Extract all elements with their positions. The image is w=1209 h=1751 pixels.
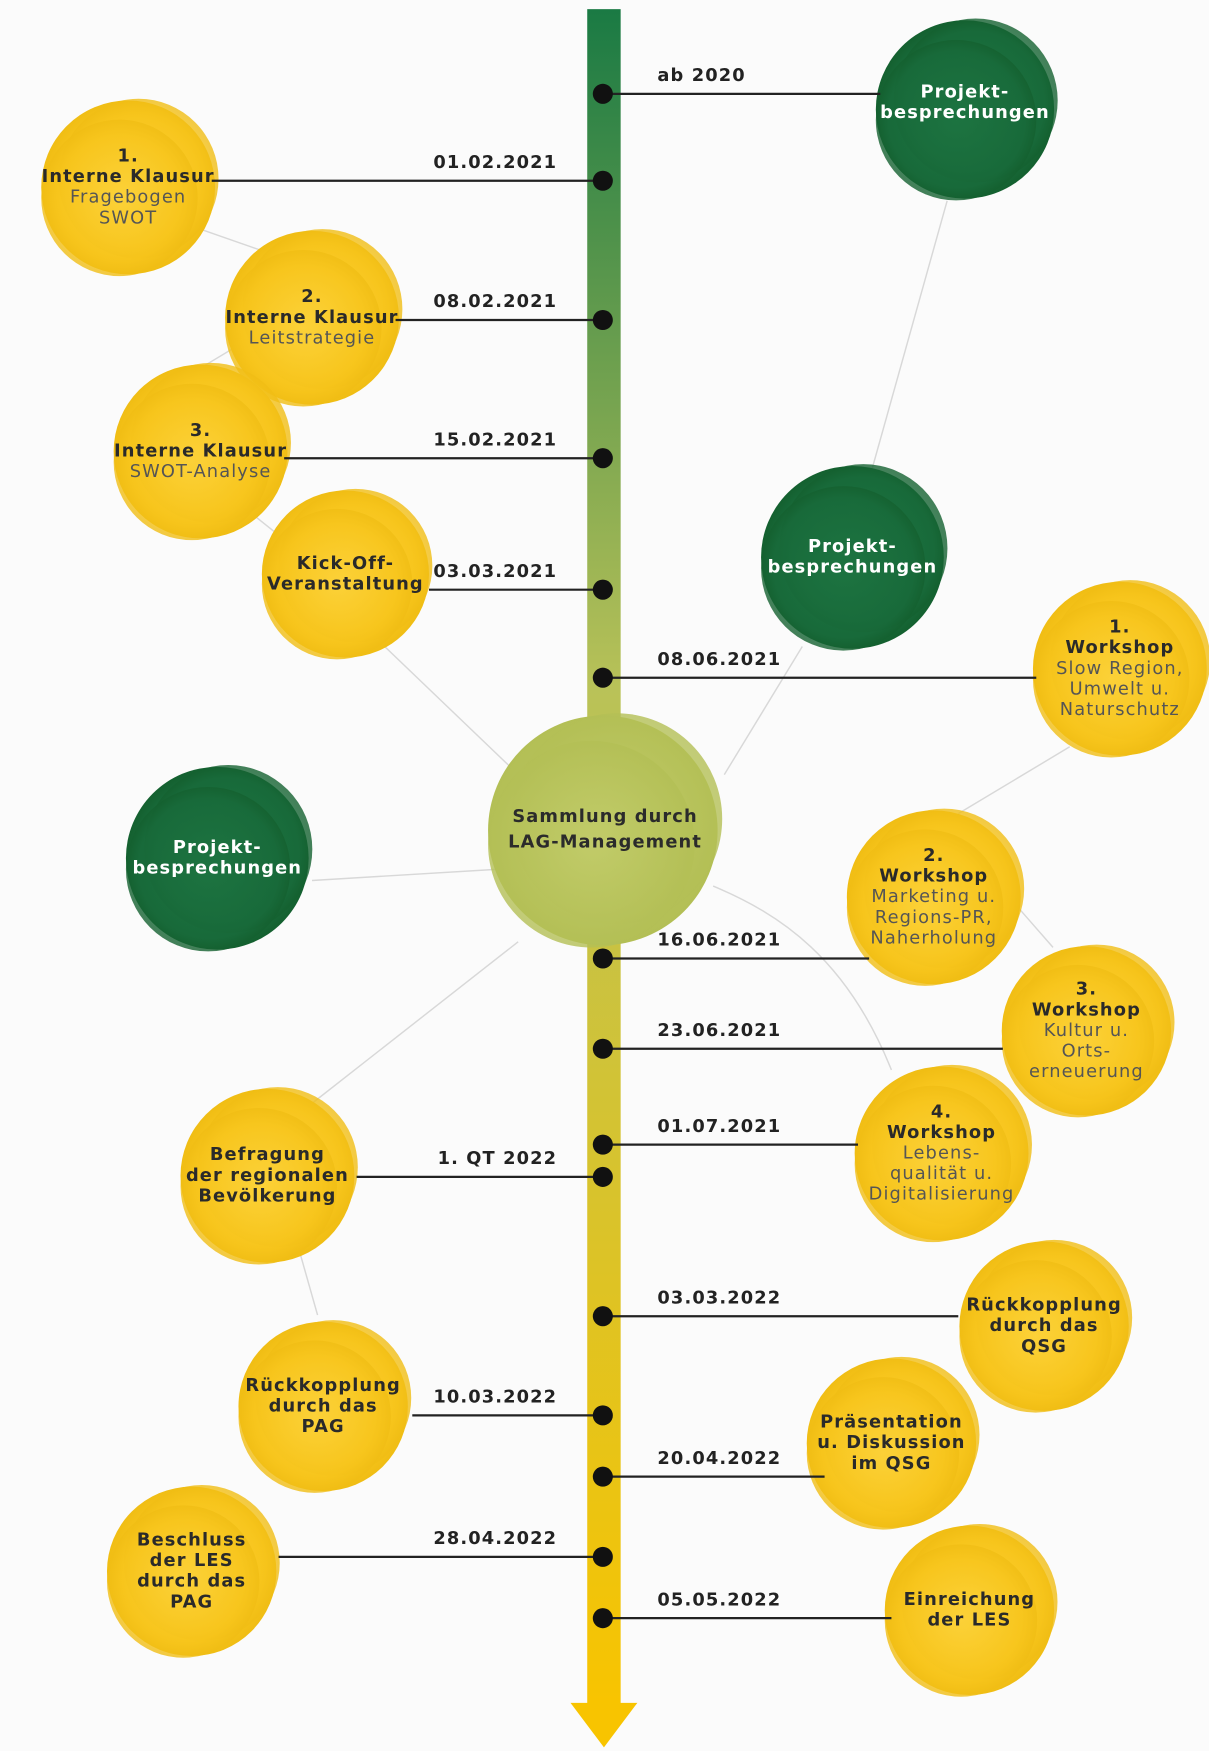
event-dot [593,1547,613,1567]
event-dot [593,84,613,104]
node-title: besprechungen [880,102,1050,123]
node-title: u. Diskussion [817,1432,965,1453]
node-detail: Marketing u. [871,886,996,907]
node-detail: qualität u. [890,1163,993,1184]
node-title: Projekt- [808,536,897,557]
event-date: 23.06.2021 [657,1020,781,1041]
node-title: 2. [301,286,322,307]
node-title: Projekt- [921,81,1010,102]
node-detail: Kultur u. [1044,1020,1129,1041]
node-title: Veranstaltung [267,573,424,594]
node-title: Interne Klausur [42,166,215,187]
node-title: Workshop [1065,637,1174,658]
event-date: 01.02.2021 [433,152,557,173]
node-detail: Slow Region, [1056,658,1183,679]
event-dot [593,1467,613,1487]
node-title: Interne Klausur [225,307,398,328]
node-title: Bevölkerung [198,1185,336,1206]
node-title: Befragung [210,1144,325,1165]
node-title: 4. [931,1101,952,1122]
event-dot [593,1608,613,1628]
event-date: 03.03.2021 [433,561,557,582]
center-label: LAG-Management [508,832,702,853]
node-title: Interne Klausur [114,441,287,462]
node-detail: Lebens- [903,1143,981,1164]
node-title: 2. [923,845,944,866]
event-date: 08.06.2021 [657,649,781,670]
event-dot [593,1135,613,1155]
event-dot [593,1167,613,1187]
node-title: durch das [269,1395,378,1416]
center-label: Sammlung durch [512,806,697,827]
node-title: PAG [170,1591,213,1612]
event-dot [593,668,613,688]
node-detail: Digitalisierung [869,1184,1015,1205]
node-title: Kick-Off- [297,553,394,574]
node-title: Beschluss [137,1529,247,1550]
event-date: 20.04.2022 [657,1448,781,1469]
event-date: 10.03.2022 [433,1387,557,1408]
timeline-arrow [571,1703,638,1748]
node-title: 3. [1076,979,1097,1000]
node-detail: Umwelt u. [1070,678,1171,699]
node-detail: Orts- [1062,1041,1112,1062]
node-detail: Fragebogen [70,187,186,208]
node-title: 3. [190,420,211,441]
node-title: Workshop [879,866,988,887]
node-title: 1. [117,146,138,167]
event-dot [593,948,613,968]
node-title: Einreichung [904,1589,1036,1610]
node-title: QSG [1021,1336,1067,1357]
event-date: 1. QT 2022 [438,1148,558,1169]
node-detail: Regions-PR, [875,907,993,928]
node-title: Projekt- [173,837,262,858]
node-title: Workshop [1032,999,1141,1020]
event-dot [593,171,613,191]
event-date: ab 2020 [657,65,745,86]
node-title: durch das [990,1315,1099,1336]
node-title: im QSG [851,1453,931,1474]
node-title: besprechungen [132,858,302,879]
event-dot [593,1306,613,1326]
node-title: durch das [137,1571,246,1592]
node-title: Rückkopplung [245,1375,401,1396]
timeline-diagram: ab 2020 Projekt-besprechungen 01.02.2021 1.… [0,0,1209,1751]
node-title: der regionalen [186,1165,349,1186]
node-title: Rückkopplung [966,1295,1122,1316]
node-detail: Leitstrategie [249,327,376,348]
node-detail: Naturschutz [1060,699,1180,720]
node-detail: Naherholung [870,927,997,948]
event-dot [593,1405,613,1425]
node-title: Präsentation [820,1412,963,1433]
event-date: 28.04.2022 [433,1528,557,1549]
event-date: 01.07.2021 [657,1116,781,1137]
node-detail: erneuerung [1029,1061,1144,1082]
event-date: 08.02.2021 [433,291,557,312]
node-title: der LES [150,1550,234,1571]
event-dot [593,1039,613,1059]
event-dot [593,448,613,468]
node-title: 1. [1109,617,1130,638]
node-detail: SWOT-Analyse [130,461,272,482]
event-date: 03.03.2022 [657,1287,781,1308]
node-title: besprechungen [768,557,938,578]
event-date: 16.06.2021 [657,930,781,951]
node-title: Workshop [887,1122,996,1143]
node-detail: SWOT [99,207,157,228]
event-date: 15.02.2021 [433,429,557,450]
event-dot [593,580,613,600]
event-dot [593,310,613,330]
node-title: PAG [302,1416,345,1437]
event-date: 05.05.2022 [657,1589,781,1610]
node-title: der LES [927,1610,1011,1631]
